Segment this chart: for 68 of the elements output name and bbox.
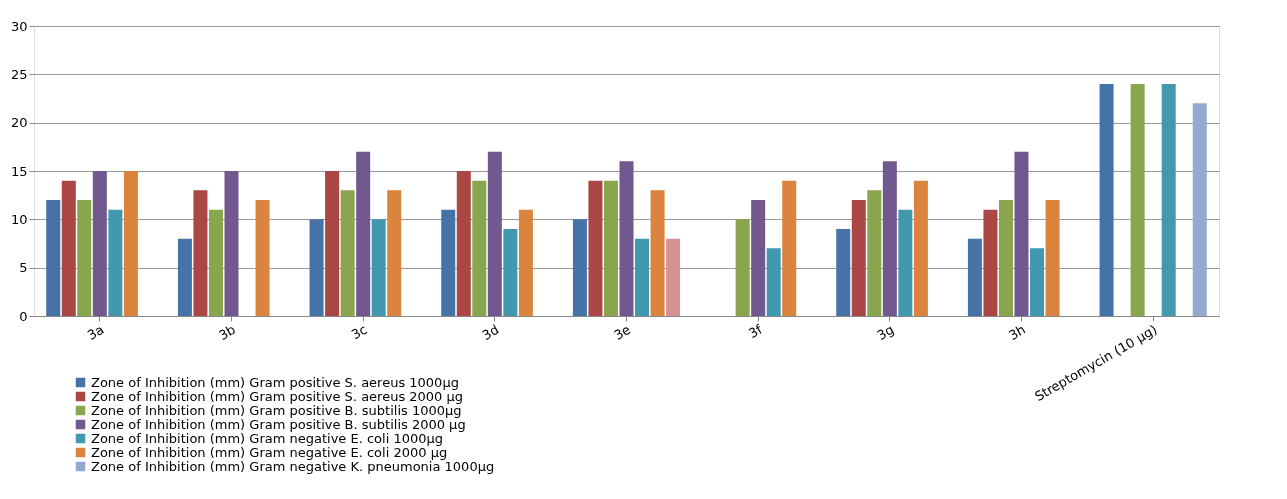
y-tick-label: 30 — [10, 18, 28, 34]
legend-label: Zone of Inhibition (mm) Gram positive B. subtilis 1000µg — [91, 402, 462, 418]
x-tick-label: 3h — [1006, 321, 1028, 344]
bar — [487, 151, 502, 316]
bar — [472, 180, 487, 316]
bar — [735, 219, 750, 316]
bar — [193, 190, 208, 316]
bar — [882, 161, 897, 316]
bar — [123, 171, 138, 316]
bar — [766, 248, 781, 316]
bar — [371, 219, 386, 316]
bar — [983, 209, 998, 316]
y-tick-label: 10 — [10, 211, 28, 227]
bar — [61, 180, 76, 316]
bar — [387, 190, 402, 316]
bar — [441, 209, 456, 316]
bar — [456, 171, 471, 316]
y-tick-label: 20 — [10, 115, 28, 131]
bar — [255, 200, 270, 316]
bar — [340, 190, 355, 316]
y-tick-label: 15 — [10, 163, 28, 179]
y-tick-label: 25 — [10, 66, 28, 82]
bar — [650, 190, 665, 316]
bar — [46, 200, 61, 316]
x-tick-label: 3a — [84, 321, 107, 343]
bar — [635, 238, 650, 316]
x-tick-label: 3g — [874, 321, 897, 344]
bar — [851, 200, 866, 316]
bar — [967, 238, 982, 316]
bar — [1099, 84, 1114, 316]
bar — [1045, 200, 1060, 316]
bar — [77, 200, 92, 316]
bar — [309, 219, 324, 316]
legend-label: Zone of Inhibition (mm) Gram positive S. aereus 1000µg — [91, 374, 459, 390]
bar — [518, 209, 533, 316]
bar — [1030, 248, 1045, 316]
bar — [1130, 84, 1145, 316]
bar — [108, 209, 123, 316]
bar — [177, 238, 192, 316]
x-tick-label: 3d — [479, 321, 502, 344]
legend-label: Zone of Inhibition (mm) Gram negative E. coli 1000µg — [91, 430, 444, 446]
bar — [572, 219, 587, 316]
bar — [751, 200, 766, 316]
bar — [666, 238, 681, 316]
bar — [325, 171, 340, 316]
bar — [603, 180, 618, 316]
bar — [998, 200, 1013, 316]
x-tick-label: 3e — [611, 321, 633, 343]
bar — [1192, 103, 1207, 316]
bar — [356, 151, 371, 316]
bar — [898, 209, 913, 316]
y-tick-label: 0 — [19, 308, 28, 324]
bar — [503, 229, 518, 316]
bar — [619, 161, 634, 316]
x-tick-label: 3f — [746, 321, 766, 342]
bar — [782, 180, 797, 316]
bar — [836, 229, 851, 316]
bar — [913, 180, 928, 316]
bar — [92, 171, 107, 316]
y-tick-label: 5 — [19, 260, 28, 276]
bar — [208, 209, 223, 316]
bar — [1161, 84, 1176, 316]
x-tick-label: 3c — [348, 321, 370, 343]
bar — [867, 190, 882, 316]
bar — [1014, 151, 1029, 316]
x-tick-label: 3b — [216, 321, 238, 344]
bar — [224, 171, 239, 316]
bar — [588, 180, 603, 316]
